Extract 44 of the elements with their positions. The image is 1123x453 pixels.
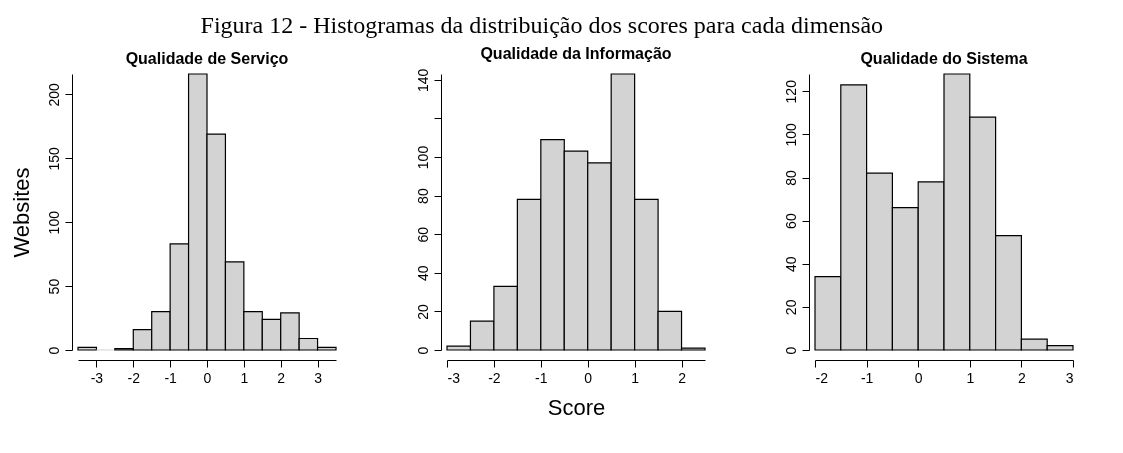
x-tick-label: -2	[488, 369, 501, 386]
x-tick-label: -3	[447, 369, 461, 386]
x-tick-label: -2	[127, 369, 141, 386]
y-tick-label: 100	[782, 122, 799, 147]
x-tick-label: -1	[860, 369, 874, 386]
y-tick-label: 40	[782, 256, 799, 273]
x-tick-label: 2	[277, 369, 286, 386]
chart-title: Qualidade de Serviço	[125, 50, 289, 68]
y-tick-label: 20	[414, 303, 431, 320]
chart-title: Qualidade do Sistema	[860, 50, 1028, 68]
y-tick-label: 80	[782, 170, 799, 186]
x-tick-label: -3	[90, 369, 104, 386]
x-tick-label: 1	[240, 369, 249, 386]
y-tick-label: 140	[414, 68, 431, 92]
y-tick-label: 100	[414, 145, 431, 170]
y-tick-label: 120	[782, 79, 799, 104]
x-tick-label: 0	[203, 369, 212, 386]
x-tick-label: 1	[631, 369, 640, 386]
chart-title: Qualidade da Informação	[480, 45, 672, 63]
text: Figura 12 - Histogramas da distribuição dos scores para cada dimensão	[200, 12, 884, 39]
y-tick-label: 200	[45, 83, 62, 107]
y-tick-label: 60	[414, 226, 431, 243]
x-axis-title: Score	[547, 394, 606, 420]
y-tick-label: 40	[414, 265, 431, 282]
x-tick-label: 3	[1065, 369, 1074, 386]
x-tick-label: 0	[584, 369, 593, 386]
x-tick-label: 3	[314, 369, 323, 386]
y-tick-label: 150	[45, 146, 62, 171]
x-tick-label: 0	[914, 369, 923, 386]
x-tick-label: -2	[815, 369, 829, 386]
y-tick-label: 50	[45, 278, 62, 295]
y-tick-label: 0	[414, 346, 431, 355]
y-tick-label: 100	[45, 210, 62, 235]
x-tick-label: -1	[535, 369, 548, 386]
y-tick-label: 0	[782, 346, 799, 355]
y-tick-label: 20	[782, 299, 799, 316]
x-tick-label: 1	[966, 369, 975, 386]
y-axis-title: Websites	[8, 167, 34, 258]
y-tick-label: 0	[45, 346, 62, 355]
x-tick-label: 2	[1018, 369, 1026, 386]
y-tick-label: 80	[414, 188, 431, 204]
x-tick-label: 2	[678, 369, 687, 386]
x-tick-label: -1	[164, 369, 178, 386]
y-tick-label: 60	[782, 213, 799, 229]
